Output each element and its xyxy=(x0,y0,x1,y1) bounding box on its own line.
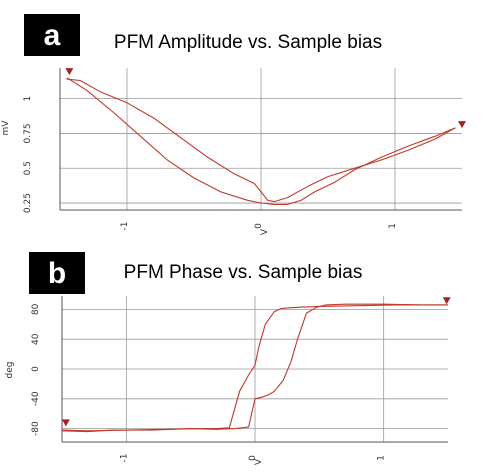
x-axis-label: V xyxy=(254,458,264,465)
series-line-forward xyxy=(66,78,456,203)
amplitude-plot: 0.25 0.5 0.75 1 -1 0 1 mV V xyxy=(1,68,466,235)
panel-b-letter: b xyxy=(48,257,66,290)
end-marker xyxy=(61,419,70,427)
y-tick-label: 0.25 xyxy=(23,193,33,213)
series-line-reverse xyxy=(66,77,456,205)
y-axis-label: mV xyxy=(1,120,11,136)
panel-b-title: PFM Phase vs. Sample bias xyxy=(124,262,363,283)
panel-a-title: PFM Amplitude vs. Sample bias xyxy=(114,32,382,53)
end-marker xyxy=(458,121,466,129)
panel-b-badge xyxy=(29,252,85,294)
panel-a-letter: a xyxy=(44,19,61,52)
y-tick-label: -80 xyxy=(31,421,41,436)
panel-a-badge xyxy=(24,14,80,56)
x-tick-label: -1 xyxy=(120,222,130,231)
x-tick-label: 0 xyxy=(248,455,258,461)
panel-b: b PFM Phase vs. Sample bias -80-4004080-… xyxy=(5,252,451,465)
y-tick-label: 0 xyxy=(31,366,41,372)
y-tick-label: 0.75 xyxy=(23,123,33,143)
y-tick-label: 40 xyxy=(31,333,41,345)
y-tick-label: -40 xyxy=(31,391,41,406)
x-tick-label: 1 xyxy=(377,455,387,461)
y-tick-label: 80 xyxy=(31,303,41,315)
panel-a: a PFM Amplitude vs. Sample bias 0.250.50… xyxy=(1,14,466,235)
x-tick-label: -1 xyxy=(119,454,129,463)
y-tick-label: 1 xyxy=(23,96,33,102)
y-tick-label: 0.5 xyxy=(23,161,33,175)
series-line-reverse xyxy=(61,303,448,433)
x-axis-label: V xyxy=(260,228,270,235)
y-axis-label: deg xyxy=(5,362,15,379)
phase-plot: -80 -40 0 40 80 -1 0 1 deg V xyxy=(5,296,451,465)
end-marker xyxy=(442,297,451,305)
x-tick-label: 1 xyxy=(388,223,398,229)
end-marker xyxy=(65,68,74,76)
x-tick-label: 0 xyxy=(254,223,264,229)
